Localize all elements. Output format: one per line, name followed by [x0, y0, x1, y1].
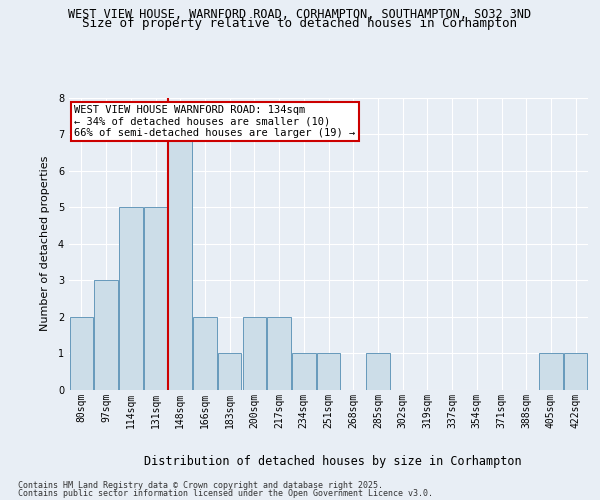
Bar: [564, 354, 587, 390]
Text: WEST VIEW HOUSE WARNFORD ROAD: 134sqm
← 34% of detached houses are smaller (10)
: WEST VIEW HOUSE WARNFORD ROAD: 134sqm ← …: [74, 105, 355, 138]
Bar: [268, 317, 291, 390]
Bar: [539, 354, 563, 390]
Bar: [119, 207, 143, 390]
Bar: [292, 354, 316, 390]
Text: Size of property relative to detached houses in Corhampton: Size of property relative to detached ho…: [83, 16, 517, 30]
Text: Distribution of detached houses by size in Corhampton: Distribution of detached houses by size …: [144, 454, 522, 468]
Text: Contains HM Land Registry data © Crown copyright and database right 2025.: Contains HM Land Registry data © Crown c…: [18, 481, 383, 490]
Text: Contains public sector information licensed under the Open Government Licence v3: Contains public sector information licen…: [18, 488, 433, 498]
Y-axis label: Number of detached properties: Number of detached properties: [40, 156, 50, 332]
Bar: [94, 280, 118, 390]
Bar: [218, 354, 241, 390]
Text: WEST VIEW HOUSE, WARNFORD ROAD, CORHAMPTON, SOUTHAMPTON, SO32 3ND: WEST VIEW HOUSE, WARNFORD ROAD, CORHAMPT…: [68, 8, 532, 20]
Bar: [70, 317, 93, 390]
Bar: [317, 354, 340, 390]
Bar: [366, 354, 389, 390]
Bar: [193, 317, 217, 390]
Bar: [144, 207, 167, 390]
Bar: [242, 317, 266, 390]
Bar: [169, 134, 192, 390]
